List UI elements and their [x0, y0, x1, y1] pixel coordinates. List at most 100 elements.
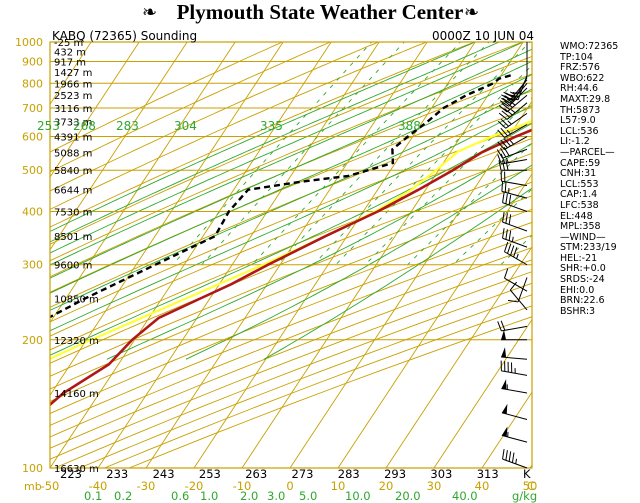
mixing-ratio-tick-label: 2.0 — [240, 489, 258, 503]
mixing-ratio-tick-label: 40.0 — [452, 489, 478, 503]
isotherm-line — [193, 42, 476, 468]
index-line: TH:5873 — [560, 104, 601, 116]
wind-barb-shaft — [501, 356, 528, 360]
index-line: LFC:538 — [560, 199, 599, 211]
wind-barb-flag — [501, 426, 508, 437]
mixing-ratio-line — [251, 42, 462, 266]
isotherm-line — [50, 42, 188, 251]
wind-barb — [498, 160, 527, 171]
wind-barb-feather — [497, 129, 505, 138]
index-line: SHR:+0.0 — [560, 263, 606, 275]
wind-barb-feather — [505, 213, 508, 224]
wind-barb-half-feather — [510, 109, 516, 114]
wind-barb-half-feather — [515, 458, 517, 464]
height-label: 5840 m — [54, 166, 92, 177]
moist-adiabat-line — [50, 48, 532, 266]
theta-tick-label: 233 — [106, 467, 128, 481]
mixing-ratio-line — [335, 64, 532, 266]
moist-adiabat-line — [50, 42, 524, 254]
wind-barb-shaft — [504, 251, 528, 266]
moist-adiabat-line — [50, 60, 532, 279]
temperature-tick-label: -40 — [89, 479, 108, 493]
theta-e-tick-label: 335 — [260, 119, 283, 133]
index-line: EHI:0.0 — [560, 284, 595, 296]
temperature-tick-label: -20 — [185, 479, 204, 493]
height-label: 3733 m — [54, 118, 92, 129]
moist-adiabat-line — [50, 73, 532, 294]
dry-adiabat-line — [79, 294, 532, 468]
theta-tick-label: 293 — [384, 467, 406, 481]
height-label: 5088 m — [54, 149, 92, 160]
height-label: 1966 m — [54, 79, 92, 90]
theta-unit-label: K — [523, 467, 531, 481]
wind-barb-feather — [499, 100, 509, 107]
wind-barb-shaft — [506, 102, 528, 120]
index-line: RH:44.6 — [560, 83, 599, 95]
isotherm-line — [385, 245, 532, 468]
wind-barb — [507, 75, 528, 101]
dry-adiabat-line — [50, 259, 532, 449]
wind-barb-feather — [503, 138, 511, 147]
wind-barb — [497, 153, 528, 165]
theta-e-tick-label: 253 — [37, 119, 60, 133]
wind-barb-feather — [502, 448, 505, 460]
wind-barb — [498, 102, 528, 120]
pressure-tick-label: 700 — [22, 102, 43, 115]
wind-barb-flag — [501, 347, 507, 358]
pressure-tick-label: 800 — [22, 77, 43, 90]
dry-adiabat-line — [50, 42, 476, 228]
index-line: BSHR:3 — [560, 305, 596, 317]
isotherm-line — [433, 318, 532, 468]
index-line: LI:-1.2 — [560, 136, 590, 148]
wind-barb-shaft — [504, 136, 528, 150]
wind-barb-feather — [500, 127, 508, 137]
dry-adiabat-line — [50, 208, 532, 402]
pressure-tick-label: 200 — [22, 334, 43, 347]
wind-barb-feather — [508, 214, 512, 225]
wind-barb-flag — [501, 403, 508, 415]
wind-barb-half-feather — [509, 140, 514, 145]
sounding-indices-panel: WMO:72365 TP:104 FRZ:576 WBO:622 RH:44.6 MAXT… — [560, 41, 640, 317]
height-label: 2523 m — [54, 91, 92, 102]
dry-adiabat-line — [50, 42, 428, 210]
wind-barb-shaft — [506, 94, 528, 113]
moist-adiabat-line — [263, 187, 532, 360]
wind-barb-feather — [505, 450, 508, 461]
wind-barb — [504, 241, 528, 266]
moist-adiabat-line — [50, 122, 532, 356]
dry-adiabat-line — [50, 271, 532, 460]
theta-e-tick-label: 268 — [73, 119, 96, 133]
index-line: LCL:536 — [560, 125, 599, 137]
wind-barb-shaft — [517, 75, 528, 100]
height-label: 3116 m — [54, 104, 92, 115]
wind-barb-shaft — [501, 180, 528, 187]
height-label: 432 m — [54, 47, 86, 58]
wind-barb — [500, 360, 528, 376]
index-line: WBO:622 — [560, 72, 605, 84]
dry-adiabat-line — [50, 221, 532, 415]
height-label: 1427 m — [54, 68, 92, 79]
index-line: BRN:22.6 — [560, 295, 605, 307]
index-line: MPL:358 — [560, 221, 601, 233]
wind-barb-feather — [501, 181, 504, 192]
temperature-tick-label: -50 — [41, 479, 60, 493]
index-line: FRZ:576 — [560, 62, 600, 74]
height-label: 7530 m — [54, 208, 92, 219]
wind-barb — [501, 181, 528, 199]
wind-barb-feather — [507, 299, 519, 303]
moist-adiabat-line — [185, 164, 532, 360]
wind-barb-half-feather — [515, 91, 521, 94]
index-line: —PARCEL— — [560, 146, 615, 158]
wind-barb-feather — [502, 192, 505, 203]
height-label: 10850 m — [54, 294, 99, 305]
moist-adiabat-line — [50, 104, 532, 332]
height-label: 8501 m — [54, 232, 92, 243]
temperature-tick-label: 10 — [331, 479, 346, 493]
mixing-ratio-line — [172, 42, 373, 265]
index-line: WMO:72365 — [560, 41, 619, 52]
height-label: 917 m — [54, 57, 86, 68]
wind-barb — [501, 329, 527, 341]
temperature-tick-label: 20 — [379, 479, 394, 493]
wind-barb-feather — [509, 281, 518, 291]
temperature-tick-label: -10 — [233, 479, 252, 493]
